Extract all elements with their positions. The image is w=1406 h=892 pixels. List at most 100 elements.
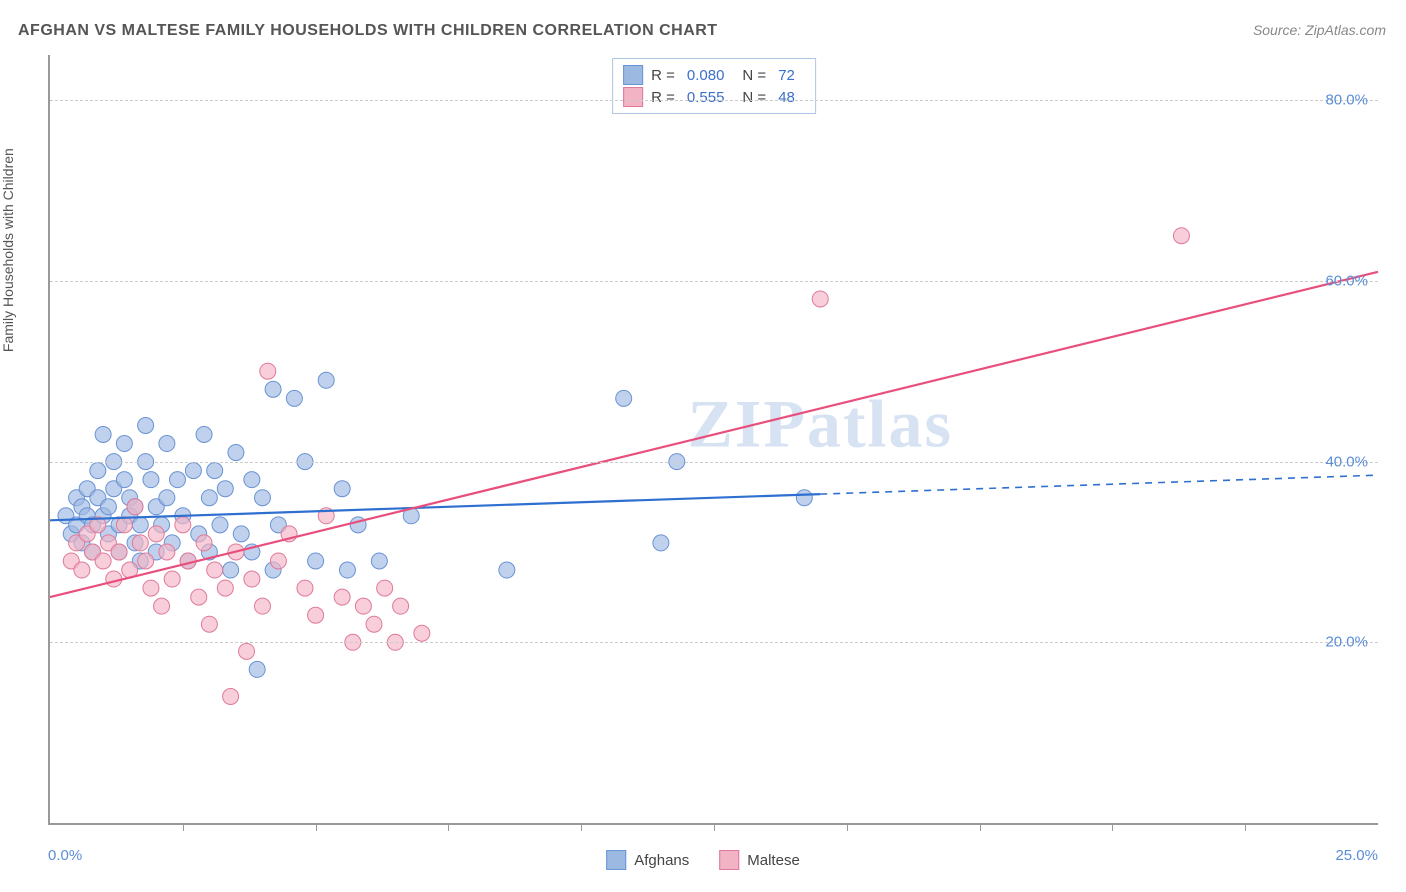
x-tick	[847, 823, 848, 831]
stats-row-afghans: R = 0.080 N = 72	[623, 65, 805, 85]
data-point-afghans	[616, 390, 632, 406]
stats-row-maltese: R = 0.555 N = 48	[623, 87, 805, 107]
data-point-afghans	[371, 553, 387, 569]
data-point-maltese	[334, 589, 350, 605]
data-point-afghans	[223, 562, 239, 578]
y-tick-label: 80.0%	[1325, 92, 1368, 109]
legend-label-maltese: Maltese	[747, 852, 800, 869]
x-tick	[316, 823, 317, 831]
data-point-afghans	[116, 472, 132, 488]
y-tick-label: 20.0%	[1325, 634, 1368, 651]
data-point-afghans	[159, 490, 175, 506]
data-point-afghans	[132, 517, 148, 533]
trend-line-dashed-afghans	[820, 475, 1378, 494]
data-point-maltese	[393, 598, 409, 614]
data-point-maltese	[175, 517, 191, 533]
data-point-afghans	[185, 463, 201, 479]
data-point-afghans	[244, 472, 260, 488]
legend-label-afghans: Afghans	[634, 852, 689, 869]
source-label: Source: ZipAtlas.com	[1253, 22, 1386, 38]
data-point-afghans	[228, 445, 244, 461]
data-point-maltese	[254, 598, 270, 614]
data-point-maltese	[127, 499, 143, 515]
data-point-maltese	[95, 553, 111, 569]
data-point-afghans	[201, 490, 217, 506]
swatch-blue-icon	[606, 850, 626, 870]
data-point-maltese	[74, 562, 90, 578]
data-point-maltese	[159, 544, 175, 560]
data-point-maltese	[414, 625, 430, 641]
data-point-afghans	[499, 562, 515, 578]
data-point-afghans	[116, 436, 132, 452]
data-point-maltese	[355, 598, 371, 614]
data-point-afghans	[254, 490, 270, 506]
x-tick	[1112, 823, 1113, 831]
swatch-blue	[623, 65, 643, 85]
data-point-afghans	[318, 372, 334, 388]
x-tick-right: 25.0%	[1335, 847, 1378, 864]
r-value-maltese: 0.555	[687, 89, 725, 106]
data-point-maltese	[148, 526, 164, 542]
y-axis-label: Family Households with Children	[0, 148, 16, 352]
x-tick	[980, 823, 981, 831]
data-point-maltese	[196, 535, 212, 551]
gridline	[50, 281, 1378, 282]
data-point-maltese	[217, 580, 233, 596]
data-point-afghans	[90, 463, 106, 479]
swatch-pink	[623, 87, 643, 107]
data-point-maltese	[111, 544, 127, 560]
data-point-maltese	[138, 553, 154, 569]
data-point-afghans	[217, 481, 233, 497]
n-value-afghans: 72	[778, 67, 795, 84]
n-label: N =	[742, 67, 766, 84]
legend-item-maltese: Maltese	[719, 850, 800, 870]
data-point-maltese	[244, 571, 260, 587]
data-point-maltese	[812, 291, 828, 307]
data-point-afghans	[334, 481, 350, 497]
r-label: R =	[651, 89, 675, 106]
data-point-maltese	[207, 562, 223, 578]
data-point-maltese	[260, 363, 276, 379]
chart-svg	[50, 55, 1378, 823]
data-point-afghans	[265, 381, 281, 397]
data-point-maltese	[377, 580, 393, 596]
x-tick	[448, 823, 449, 831]
data-point-afghans	[169, 472, 185, 488]
data-point-maltese	[201, 616, 217, 632]
data-point-maltese	[1173, 228, 1189, 244]
data-point-maltese	[308, 607, 324, 623]
data-point-maltese	[239, 643, 255, 659]
y-tick-label: 60.0%	[1325, 272, 1368, 289]
data-point-maltese	[143, 580, 159, 596]
data-point-maltese	[191, 589, 207, 605]
data-point-maltese	[164, 571, 180, 587]
bottom-legend: Afghans Maltese	[606, 850, 800, 870]
data-point-maltese	[270, 553, 286, 569]
data-point-afghans	[100, 499, 116, 515]
trend-line-maltese	[50, 272, 1378, 597]
data-point-afghans	[233, 526, 249, 542]
data-point-afghans	[159, 436, 175, 452]
data-point-maltese	[154, 598, 170, 614]
swatch-pink-icon	[719, 850, 739, 870]
n-value-maltese: 48	[778, 89, 795, 106]
gridline	[50, 642, 1378, 643]
n-label: N =	[742, 89, 766, 106]
y-tick-label: 40.0%	[1325, 453, 1368, 470]
data-point-afghans	[196, 426, 212, 442]
data-point-afghans	[212, 517, 228, 533]
data-point-maltese	[132, 535, 148, 551]
data-point-afghans	[308, 553, 324, 569]
r-value-afghans: 0.080	[687, 67, 725, 84]
legend-item-afghans: Afghans	[606, 850, 689, 870]
x-tick	[183, 823, 184, 831]
data-point-afghans	[95, 426, 111, 442]
data-point-afghans	[138, 417, 154, 433]
data-point-afghans	[653, 535, 669, 551]
chart-title: AFGHAN VS MALTESE FAMILY HOUSEHOLDS WITH…	[18, 22, 718, 40]
data-point-afghans	[207, 463, 223, 479]
data-point-afghans	[143, 472, 159, 488]
chart-container: AFGHAN VS MALTESE FAMILY HOUSEHOLDS WITH…	[0, 0, 1406, 892]
data-point-maltese	[223, 689, 239, 705]
data-point-maltese	[297, 580, 313, 596]
